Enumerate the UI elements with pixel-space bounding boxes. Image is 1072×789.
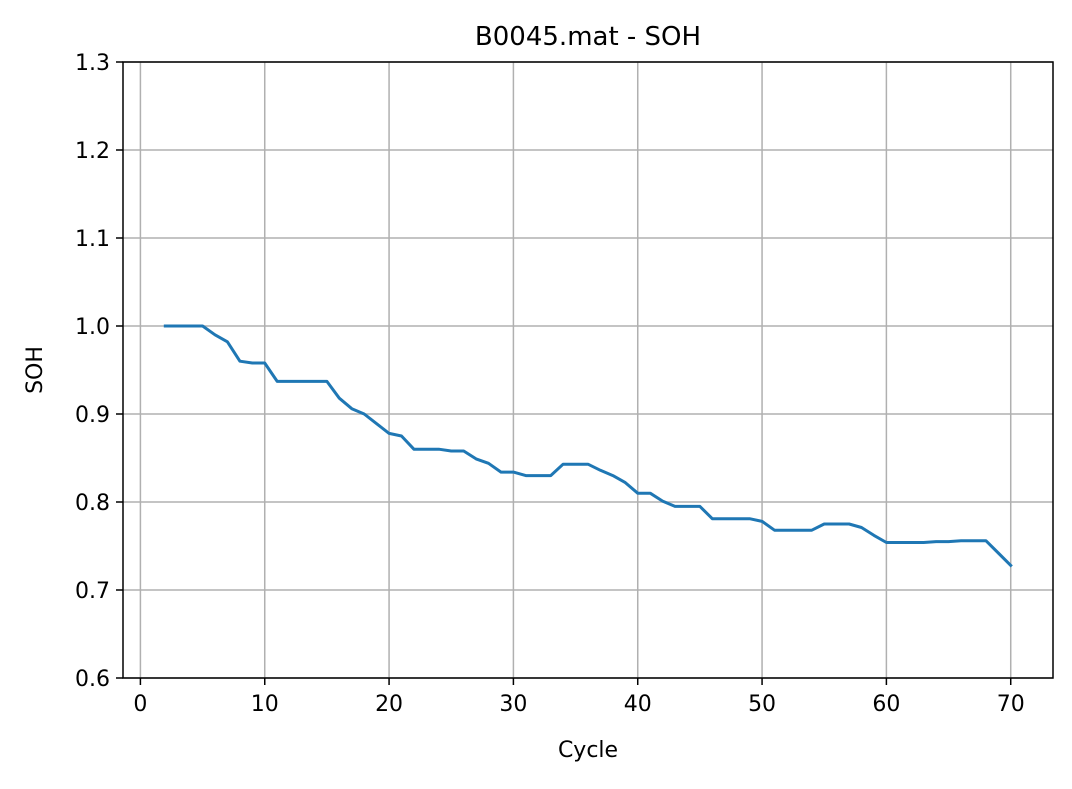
y-axis-label: SOH [23,346,48,394]
x-tick-label: 0 [133,692,147,717]
y-tick-label: 0.6 [75,667,110,692]
x-tick-label: 60 [872,692,900,717]
x-tick-label: 70 [997,692,1025,717]
x-tick-label: 30 [499,692,527,717]
x-tick-label: 40 [624,692,652,717]
x-tick-label: 20 [375,692,403,717]
ticks: 0 10 20 30 40 50 60 70 0.6 0.7 0.8 0.9 1.0 1.1 1.2 1.3 [75,51,1025,717]
soh-series-line [163,324,1013,568]
y-tick-label: 0.9 [75,403,110,428]
chart-title: B0045.mat - SOH [475,22,701,52]
x-axis-label: Cycle [558,738,618,763]
y-tick-label: 1.0 [75,315,110,340]
y-tick-label: 1.1 [75,227,110,252]
y-tick-label: 1.3 [75,51,110,76]
x-tick-label: 10 [251,692,279,717]
series-layer [163,324,1013,568]
x-tick-label: 50 [748,692,776,717]
grid [123,61,1053,679]
plot-frame [122,61,1054,679]
y-tick-label: 0.8 [75,491,110,516]
y-tick-label: 0.7 [75,579,110,604]
y-tick-label: 1.2 [75,139,110,164]
